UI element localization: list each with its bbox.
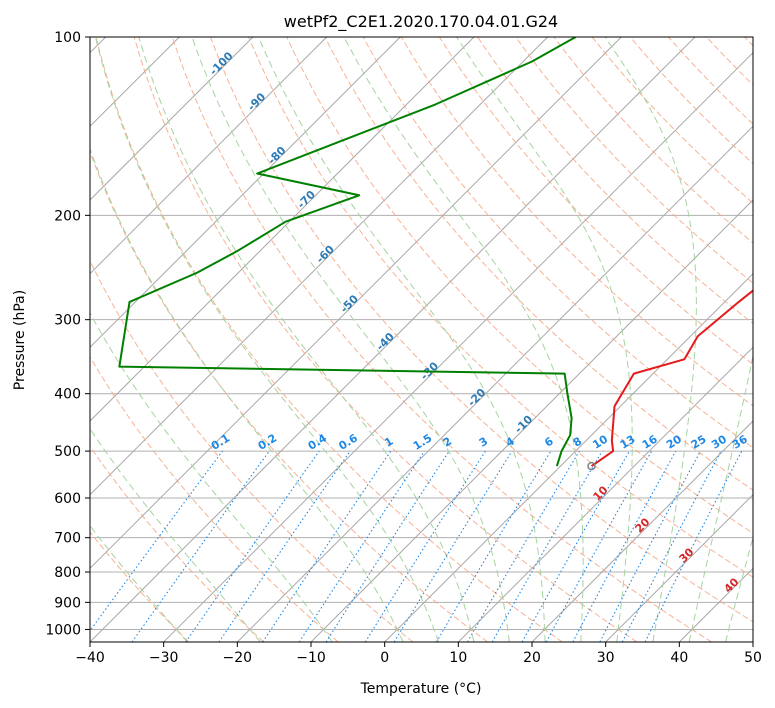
moist-adiabat-line — [90, 524, 188, 642]
x-tick-label: 20 — [523, 650, 541, 666]
moist-adiabat-line — [343, 37, 584, 642]
dry-adiabat-line — [477, 37, 753, 325]
dry-adiabat-line — [362, 37, 753, 449]
mixing-ratio-line — [435, 450, 552, 642]
y-tick-label: 300 — [54, 313, 81, 329]
isotherm-line — [236, 125, 753, 642]
mixing-ratio-line — [218, 450, 351, 642]
moist-adiabat-line — [191, 37, 510, 642]
dry-adiabat-line — [210, 37, 753, 623]
isotherm-line — [457, 346, 753, 642]
mixing-ratio-line — [467, 450, 580, 642]
mixing-ratio-line — [185, 450, 320, 642]
parcel-marker — [587, 461, 596, 471]
y-tick-label: 500 — [54, 444, 81, 460]
moist-adiabat-line — [94, 37, 440, 642]
x-tick-label: 50 — [744, 650, 762, 666]
plot-background — [90, 37, 753, 642]
plot-frame — [89, 36, 754, 643]
y-tick-label: 100 — [54, 30, 81, 46]
dry-adiabat-line — [591, 37, 753, 204]
mixing-ratio-line — [491, 450, 603, 642]
x-tick-label: 40 — [670, 650, 688, 666]
axes: −40 −30 −20 −10 0 10 20 30 40 50 100 200 300 400 500 60… — [45, 30, 762, 666]
dry-adiabat-line — [629, 37, 753, 165]
y-tick-label: 700 — [54, 531, 81, 547]
x-tick-label: −20 — [223, 650, 253, 666]
mixing-ratio-line — [393, 450, 513, 642]
y-tick-label: 200 — [54, 208, 81, 224]
mixing-ratio-line — [521, 450, 630, 642]
isotherm-line — [90, 37, 328, 275]
isotherm-line — [163, 51, 753, 642]
isotherm-line — [384, 272, 753, 642]
chart-title: wetPf2_C2E1.2020.170.04.01.G24 — [284, 12, 558, 32]
moist-adiabat-line — [90, 427, 261, 642]
isotherm-line — [605, 493, 753, 642]
dry-adiabat-line — [324, 37, 753, 491]
dry-adiabat-line — [553, 37, 753, 244]
dewpoint-line — [118, 37, 577, 467]
dry-adiabat-line — [439, 37, 753, 365]
y-tick-label: 900 — [54, 595, 81, 611]
dry-adiabat-line — [90, 150, 488, 642]
dry-adiabat-line — [90, 356, 339, 642]
x-tick-label: −10 — [296, 650, 326, 666]
moist-adiabat-line — [90, 147, 404, 642]
dry-adiabat-line — [248, 37, 753, 578]
y-tick-label: 800 — [54, 565, 81, 581]
y-axis-title: Pressure (hPa) — [12, 290, 28, 390]
mixing-ratio-line — [572, 450, 677, 642]
background-lines — [90, 37, 775, 642]
dry-adiabat-line — [286, 37, 753, 534]
dry-adiabat-line — [515, 37, 753, 284]
x-axis-title: Temperature (°C) — [360, 681, 482, 697]
dry-adiabat-line — [90, 531, 190, 642]
isotherm-line — [531, 420, 753, 642]
isotherm-line — [752, 641, 753, 642]
dry-adiabat-line — [400, 37, 753, 407]
moist-adiabat-line — [688, 353, 753, 642]
isotherm-line — [90, 37, 254, 201]
isotherm-line — [90, 37, 696, 642]
dry-adiabat-line — [133, 37, 638, 642]
x-tick-label: 10 — [449, 650, 467, 666]
moist-adiabat-line — [604, 37, 697, 642]
mixing-ratio-line — [90, 450, 223, 632]
isotherm-line — [90, 37, 549, 496]
temperature-line — [590, 289, 753, 467]
isotherm-line — [90, 37, 401, 349]
mixing-ratio-line — [364, 450, 486, 642]
mixing-ratio-line — [545, 450, 653, 642]
isotherm-line — [90, 37, 622, 570]
moist-adiabat-line — [138, 37, 475, 642]
x-tick-label: −30 — [149, 650, 179, 666]
x-tick-label: 30 — [597, 650, 615, 666]
mixing-ratio-line — [131, 450, 270, 642]
dry-adiabat-line — [90, 259, 414, 642]
profile-lines — [118, 37, 753, 471]
dry-adiabat-line — [95, 37, 563, 642]
y-tick-label: 400 — [54, 387, 81, 403]
mixing-ratio-line — [325, 450, 450, 642]
x-tick-label: −40 — [75, 650, 105, 666]
moist-adiabat-line — [762, 37, 775, 642]
x-tick-label: 0 — [380, 650, 389, 666]
moist-adiabat-line — [258, 37, 546, 642]
y-tick-label: 1000 — [45, 622, 81, 638]
y-tick-label: 600 — [54, 491, 81, 507]
isotherm-line — [90, 37, 475, 422]
